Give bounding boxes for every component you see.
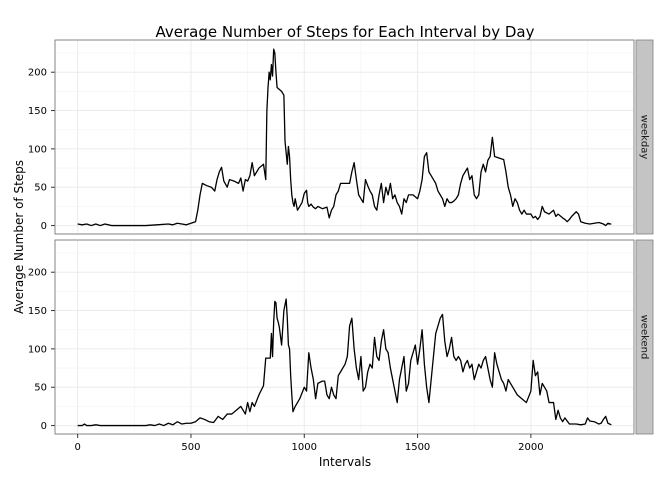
x-tick-label: 1500 [405,442,430,453]
y-tick-label: 50 [34,383,47,394]
x-tick-label: 1000 [292,442,317,453]
x-tick-label: 500 [181,442,200,453]
facet-strip-label: weekday [639,115,650,160]
y-axis-title: Average Number of Steps [12,160,26,314]
x-axis-title: Intervals [319,455,371,469]
facet-strip [635,39,654,235]
panel-background [54,39,635,235]
y-tick-label: 150 [28,306,47,317]
panel-border [54,239,635,435]
series-line-weekend [77,298,612,427]
x-axis-ticks: 0 500 1000 1500 2000 [74,434,544,453]
y-tick-label: 100 [28,144,47,155]
x-tick-label: 2000 [518,442,543,453]
facet-strip [635,239,654,435]
y-tick-label: 0 [41,221,47,232]
y-tick-label: 200 [28,268,47,279]
chart-title: Average Number of Steps for Each Interva… [156,23,535,41]
facet-strip-label: weekend [639,315,650,360]
facet-panel-weekend: 0 50 100 150 200 weekend [28,239,654,435]
panel-background [54,239,635,435]
y-tick-label: 100 [28,344,47,355]
y-tick-label: 200 [28,68,47,79]
y-tick-label: 150 [28,106,47,117]
y-tick-label: 50 [34,183,47,194]
panel-border [54,39,635,235]
x-tick-label: 0 [74,442,80,453]
y-tick-label: 0 [41,421,47,432]
facet-panel-weekday: 0 50 100 150 200 weekday [28,39,654,235]
series-line-weekday [77,48,612,227]
facet-panels: 0 50 100 150 200 weekday 0 50 100 150 200 weekend [28,39,654,435]
